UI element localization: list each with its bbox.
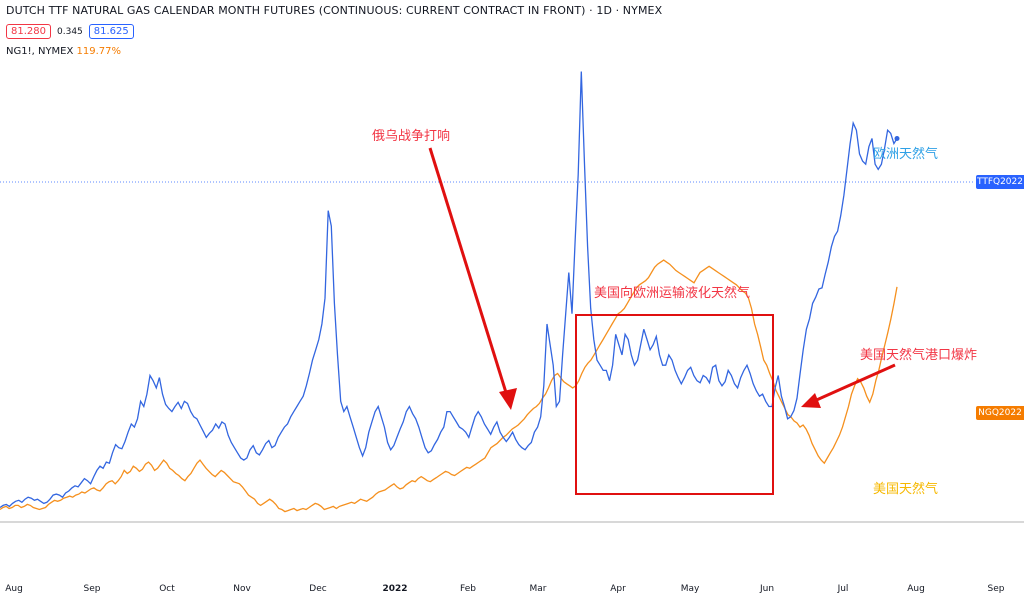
x-tick-label: Feb [460,584,476,594]
compare-change: 119.77% [76,46,122,57]
compare-symbol: NG1!, NYMEX [6,46,74,57]
highlight-box [575,314,774,495]
annotation-us-gas: 美国天然气 [873,482,939,497]
x-tick-label: Jun [759,584,775,594]
x-tick-label: May [680,584,700,594]
ttf-price-badge: TTFQ2022 [976,175,1024,189]
explosion-arrow [801,363,896,408]
ng-price-badge: NGQ2022 [976,406,1024,420]
x-tick-label: Aug [5,584,23,594]
x-tick-label: Aug [907,584,925,594]
x-tick-label: 2022 [382,584,408,594]
annotation-lng-export: 美国向欧洲运输液化天然气 [594,286,751,301]
x-tick-label: Apr [610,584,626,594]
x-tick-label: Sep [83,584,101,594]
x-tick-label: Mar [529,584,547,594]
x-tick-label: Sep [987,584,1005,594]
sell-price-button[interactable]: 81.280 [6,24,51,39]
x-tick-label: Oct [159,584,175,594]
ttf-series-line [0,71,898,509]
buy-price-button[interactable]: 81.625 [88,24,134,39]
annotation-war: 俄乌战争打响 [372,129,451,144]
ttf-last-point [894,135,900,141]
annotation-eu-gas: 欧洲天然气 [873,147,939,162]
war-arrow [428,147,517,410]
quote-row: 81.280 0.345 81.625 [6,24,134,39]
compare-legend[interactable]: NG1!, NYMEX 119.77% [6,46,121,57]
x-tick-label: Jul [837,584,849,594]
x-tick-label: Dec [309,584,327,594]
x-tick-label: Nov [233,584,251,594]
annotation-port-explosion: 美国天然气港口爆炸 [860,348,978,363]
ng-series-line [0,259,898,513]
chart-title: DUTCH TTF NATURAL GAS CALENDAR MONTH FUT… [6,4,663,17]
spread-value: 0.345 [57,26,83,37]
